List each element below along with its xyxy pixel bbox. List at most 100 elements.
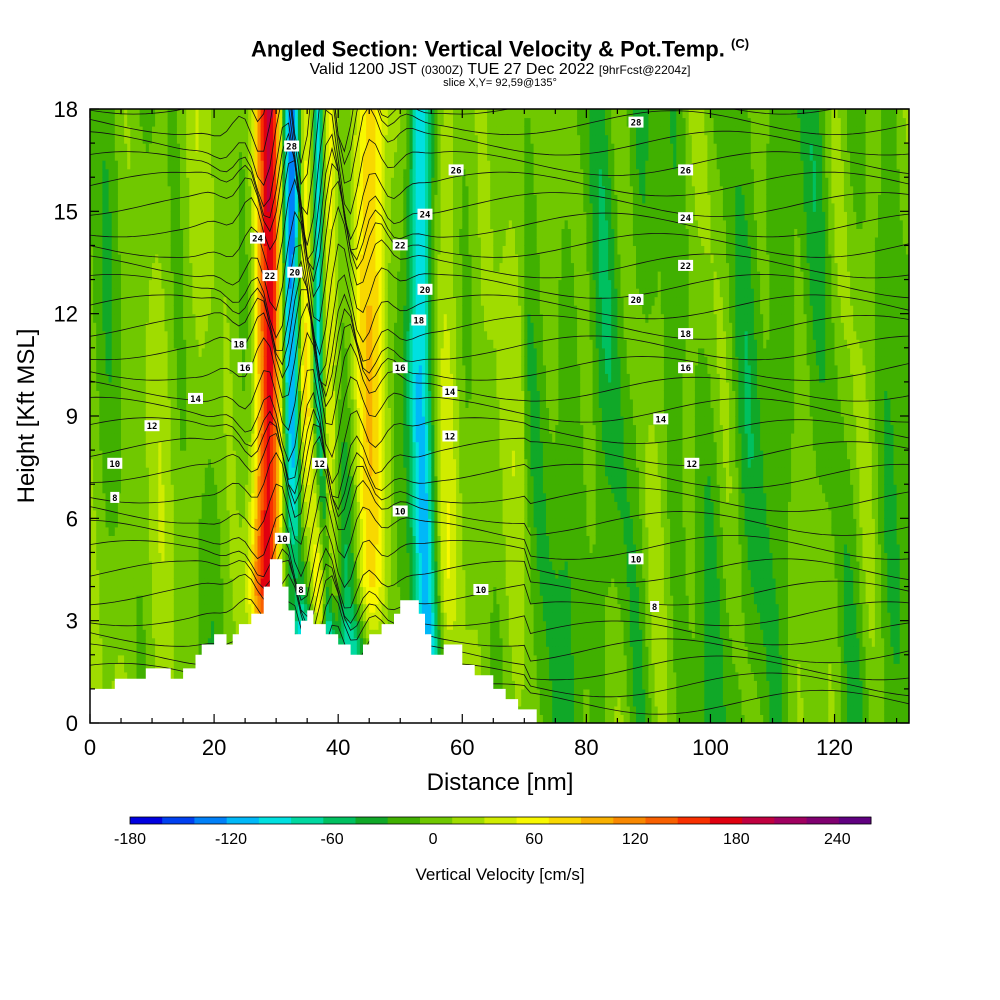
velocity-cell [139,467,144,477]
velocity-cell [189,160,193,170]
velocity-cell [148,347,153,357]
velocity-cell [223,552,228,562]
velocity-cell [93,492,97,502]
velocity-cell [127,620,131,630]
velocity-cell [180,322,184,332]
velocity-cell [124,663,128,673]
velocity-cell [111,151,116,161]
velocity-cell [248,381,252,391]
velocity-cell [105,322,110,332]
velocity-cell [226,492,231,502]
velocity-cell [195,288,200,298]
velocity-cell [90,561,94,571]
velocity-cell [232,603,237,613]
velocity-cell [214,236,218,246]
velocity-cell [180,433,184,443]
velocity-cell [176,211,181,221]
velocity-cell [226,109,231,119]
velocity-cell [148,160,153,170]
velocity-cell [297,467,302,477]
velocity-cell [238,236,243,246]
velocity-cell [254,288,259,298]
velocity-cell [266,296,271,306]
velocity-cell [127,126,131,136]
velocity-cell [288,586,293,596]
velocity-cell [102,646,107,656]
velocity-cell [229,313,234,323]
velocity-cell [204,254,209,264]
velocity-cell [226,202,231,212]
velocity-cell [108,612,113,622]
velocity-cell [99,160,103,170]
velocity-cell [133,211,138,221]
velocity-cell [114,262,119,272]
velocity-cell [245,475,249,485]
velocity-cell [136,612,141,622]
velocity-cell [105,339,110,349]
velocity-cell [248,603,252,613]
velocity-cell [99,390,103,400]
velocity-cell [291,381,296,391]
velocity-cell [301,185,305,195]
velocity-cell [214,228,218,238]
velocity-cell [108,271,113,281]
velocity-cell [136,185,141,195]
velocity-cell [229,126,234,136]
velocity-cell [133,185,138,195]
velocity-cell [142,629,147,639]
velocity-cell [195,475,200,485]
velocity-cell [266,518,271,528]
velocity-cell [223,484,228,494]
velocity-cell [235,578,240,588]
velocity-cell [164,254,169,264]
velocity-cell [152,467,156,477]
velocity-cell [304,543,308,553]
velocity-cell [117,228,122,238]
velocity-cell [127,552,131,562]
velocity-cell [282,433,286,443]
velocity-cell [145,322,150,332]
velocity-cell [204,109,209,119]
velocity-cell [266,262,271,272]
velocity-cell [173,305,178,315]
velocity-cell [158,271,162,281]
velocity-cell [211,126,215,136]
velocity-cell [127,543,131,553]
velocity-cell [127,330,131,340]
velocity-cell [238,561,243,571]
velocity-cell [176,441,181,451]
velocity-cell [204,416,209,426]
velocity-cell [204,228,209,238]
velocity-cell [105,484,110,494]
velocity-cell [294,526,299,536]
velocity-cell [279,160,283,170]
velocity-cell [133,219,138,229]
velocity-cell [139,381,144,391]
velocity-cell [170,262,175,272]
velocity-cell [180,629,184,639]
velocity-cell [158,398,162,408]
velocity-cell [164,356,169,366]
velocity-cell [263,305,268,315]
velocity-cell [142,390,147,400]
velocity-cell [139,245,144,255]
velocity-cell [96,671,100,681]
velocity-cell [276,296,280,306]
velocity-cell [294,441,299,451]
velocity-cell [114,629,119,639]
velocity-cell [155,126,159,136]
velocity-cell [117,168,122,178]
velocity-cell [117,586,122,596]
velocity-cell [136,663,141,673]
velocity-cell [99,518,103,528]
velocity-cell [192,279,197,289]
velocity-cell [207,109,212,119]
velocity-cell [294,330,299,340]
velocity-cell [130,211,134,221]
velocity-cell [170,322,175,332]
velocity-cell [263,526,268,536]
velocity-cell [220,424,224,434]
velocity-cell [148,484,153,494]
velocity-cell [276,330,280,340]
velocity-cell [192,262,197,272]
